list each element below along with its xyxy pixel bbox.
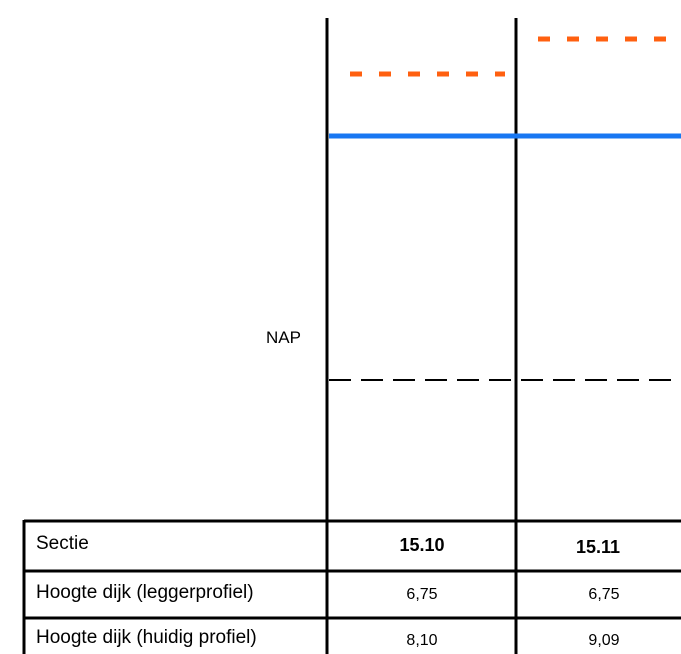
table-header-label: Sectie — [36, 533, 89, 554]
section-15-11-header: 15.11 — [575, 537, 621, 557]
cell-huidig-15-11: 9,09 — [588, 632, 620, 649]
cell-huidig-15-10: 8,10 — [406, 632, 438, 649]
cell-legger-15-10: 6,75 — [406, 586, 438, 603]
section-15-10-header: 15.10 — [399, 535, 445, 555]
row-label-legger: Hoogte dijk (leggerprofiel) — [36, 582, 254, 603]
cell-legger-15-11: 6,75 — [588, 586, 620, 603]
row-label-huidig: Hoogte dijk (huidig profiel) — [36, 627, 257, 648]
nap-label: NAP — [266, 328, 301, 347]
